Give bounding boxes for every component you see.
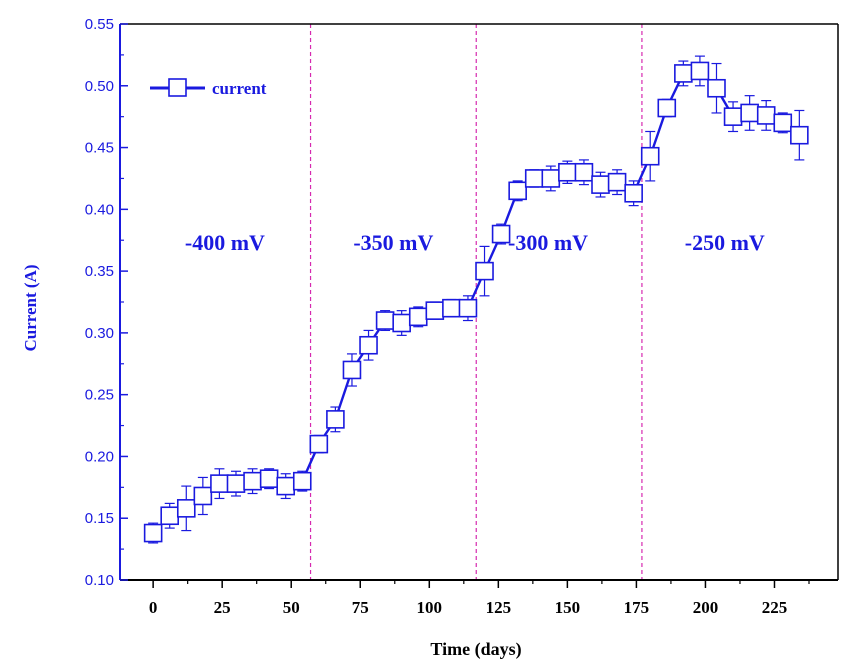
x-tick-label: 50 bbox=[283, 598, 300, 617]
data-point bbox=[674, 64, 693, 83]
region-label: -300 mV bbox=[508, 230, 588, 255]
data-point bbox=[790, 125, 809, 145]
y-tick-label: 0.15 bbox=[85, 510, 114, 527]
data-point bbox=[541, 169, 561, 188]
data-point bbox=[425, 301, 445, 320]
data-point bbox=[607, 172, 627, 192]
data-point bbox=[657, 98, 677, 118]
data-point bbox=[458, 298, 478, 318]
x-tick-label: 125 bbox=[486, 598, 512, 617]
data-point bbox=[773, 113, 793, 133]
series-current bbox=[143, 55, 809, 544]
y-tick-label: 0.45 bbox=[85, 140, 114, 157]
data-point bbox=[408, 307, 428, 327]
data-point bbox=[524, 169, 544, 188]
x-tick-label: 0 bbox=[149, 598, 158, 617]
data-point bbox=[342, 360, 362, 380]
voltage-regions: -400 mV -350 mV -300 mV -250 mV bbox=[185, 24, 765, 580]
region-label: -350 mV bbox=[353, 230, 433, 255]
data-point bbox=[624, 183, 643, 203]
x-tick-label: 25 bbox=[214, 598, 231, 617]
y-axis-title: Current (A) bbox=[21, 264, 40, 351]
data-point bbox=[640, 146, 660, 166]
legend-label: current bbox=[212, 79, 267, 98]
x-tick-label: 100 bbox=[417, 598, 443, 617]
data-point bbox=[176, 499, 196, 518]
data-point bbox=[326, 410, 345, 429]
data-point bbox=[591, 175, 610, 194]
data-point bbox=[756, 106, 776, 125]
data-point bbox=[243, 471, 262, 491]
legend: current bbox=[150, 78, 267, 98]
y-tick-label: 0.30 bbox=[85, 325, 114, 342]
x-tick-label: 225 bbox=[762, 598, 788, 617]
data-point bbox=[574, 162, 594, 182]
y-tick-label: 0.25 bbox=[85, 387, 114, 404]
data-point bbox=[707, 78, 726, 98]
y-tick-label: 0.10 bbox=[85, 572, 114, 589]
data-point bbox=[226, 474, 246, 493]
data-point bbox=[276, 476, 295, 496]
data-point bbox=[143, 523, 163, 543]
data-point bbox=[508, 181, 527, 201]
data-point bbox=[392, 313, 411, 333]
data-point bbox=[210, 474, 229, 493]
y-tick-label: 0.40 bbox=[85, 201, 114, 218]
axes: 0.10 0.15 0.20 0.25 0.30 0.35 0.40 0.45 0.50 0.55… bbox=[85, 16, 839, 617]
data-point bbox=[259, 469, 279, 488]
data-point bbox=[359, 335, 378, 355]
y-tick-label: 0.50 bbox=[85, 78, 114, 95]
data-point bbox=[309, 434, 329, 454]
y-tick-label: 0.35 bbox=[85, 263, 114, 280]
x-axis-title: Time (days) bbox=[430, 639, 521, 660]
data-point bbox=[475, 261, 494, 281]
x-tick-label: 200 bbox=[693, 598, 719, 617]
data-point bbox=[740, 103, 759, 123]
y-tick-label: 0.55 bbox=[85, 16, 114, 33]
region-label: -400 mV bbox=[185, 230, 265, 255]
data-point bbox=[442, 298, 461, 318]
data-point bbox=[193, 486, 213, 506]
data-point bbox=[690, 61, 710, 81]
data-point bbox=[375, 311, 395, 330]
region-label: -250 mV bbox=[685, 230, 765, 255]
y-tick-label: 0.20 bbox=[85, 448, 114, 465]
data-point bbox=[491, 224, 511, 244]
data-point bbox=[292, 471, 312, 491]
x-tick-label: 75 bbox=[352, 598, 369, 617]
data-point bbox=[723, 107, 743, 126]
x-tick-label: 175 bbox=[624, 598, 650, 617]
x-tick-label: 150 bbox=[555, 598, 581, 617]
data-point bbox=[558, 162, 577, 182]
legend-marker bbox=[168, 78, 187, 97]
data-point bbox=[160, 506, 180, 526]
